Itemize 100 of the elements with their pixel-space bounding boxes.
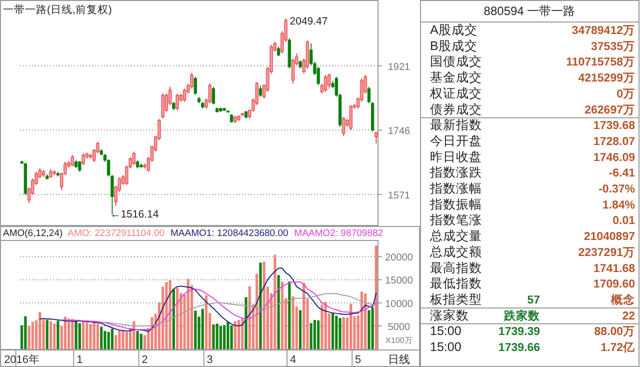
bar: [107, 332, 110, 349]
bar: [310, 323, 312, 349]
bar: [186, 278, 190, 349]
bar: [165, 282, 168, 349]
bar: [46, 320, 48, 349]
candlestick: [70, 154, 74, 167]
text: 262697万: [584, 104, 635, 116]
bar: [292, 296, 294, 349]
y-tick-label: 5000: [388, 322, 411, 333]
line-series: [61, 282, 377, 330]
category-label: 15:00: [430, 340, 462, 354]
bar: [89, 324, 92, 349]
bar: [364, 294, 367, 349]
bar: [338, 318, 342, 349]
category-label: 基金成交: [430, 70, 482, 85]
text: 1739.68: [593, 120, 635, 132]
bar: [360, 292, 364, 349]
annotation: ←1516.14: [110, 208, 159, 221]
category-label: 指数振幅: [429, 197, 482, 212]
bar: [226, 322, 230, 349]
text: MAAMO1: 12084423680.00: [170, 228, 288, 239]
bar: [31, 322, 34, 349]
bar: [371, 308, 374, 349]
bar: [172, 289, 175, 349]
bar: [38, 312, 42, 349]
text: 37535万: [591, 40, 635, 53]
bar: [110, 328, 114, 349]
bar: [234, 321, 236, 349]
bar: [320, 304, 324, 349]
category-label: 最新指数: [430, 118, 482, 132]
text: 2237291万: [578, 246, 635, 259]
bar: [64, 316, 67, 349]
y-tick-label: 1921: [388, 62, 411, 73]
bar: [49, 321, 52, 349]
text: 880594 一带一路: [484, 4, 576, 18]
bar: [68, 318, 70, 349]
bar: [302, 282, 306, 349]
bar: [244, 297, 248, 349]
bar: [280, 282, 284, 349]
bar: [96, 324, 100, 349]
text: 0万: [616, 88, 635, 100]
bar: [223, 324, 226, 349]
bar: [274, 254, 276, 349]
bar: [150, 317, 154, 349]
category-label: 15:00: [430, 324, 462, 338]
candlestick: [276, 46, 280, 56]
candlestick: [208, 83, 212, 104]
candlestick: [258, 84, 262, 98]
bar: [100, 326, 103, 349]
candlestick: [194, 76, 197, 96]
category-label: A股成交: [430, 22, 478, 37]
bar: [342, 317, 345, 349]
bar: [335, 316, 338, 349]
category-label: 最高指数: [430, 260, 482, 275]
text: 110715758万: [566, 56, 635, 69]
candlestick: [182, 88, 186, 102]
text: 1.84%: [602, 199, 635, 212]
text: 日线: [388, 353, 410, 366]
y-tick-label: 10000: [385, 298, 414, 310]
x-tick-label: 1: [76, 354, 83, 366]
bar: [82, 320, 85, 349]
candlestick: [349, 104, 352, 131]
text: AMO: 22372911104.00: [68, 228, 165, 239]
bar: [350, 304, 352, 349]
bar: [194, 310, 197, 349]
text: 1728.07: [593, 136, 635, 148]
category-label: 总成交量: [429, 228, 482, 244]
bar: [140, 334, 142, 349]
bar: [368, 310, 370, 349]
bar: [230, 325, 233, 349]
bar: [104, 330, 106, 349]
candlestick: [328, 73, 331, 90]
bar: [374, 246, 378, 349]
x-tick-label: 2016年: [4, 354, 40, 366]
text: 1.72亿: [600, 342, 635, 354]
x-tick-label: 2: [142, 354, 148, 366]
text: 34789412万: [572, 25, 635, 37]
bar: [317, 320, 320, 349]
candlestick: [316, 66, 320, 86]
candlestick: [324, 74, 328, 92]
bar: [122, 330, 124, 349]
bar: [331, 313, 334, 349]
candlestick: [82, 152, 85, 166]
text: 概念: [611, 294, 635, 306]
bar: [241, 318, 244, 349]
text: 1739.66: [498, 342, 540, 354]
bar: [277, 275, 280, 349]
text: 0.01: [612, 215, 635, 228]
text: MAAMO2: 98709882: [294, 228, 384, 239]
category-label: 债券成交: [430, 101, 482, 116]
bar: [168, 280, 172, 349]
candlestick: [190, 72, 194, 90]
line-series: [39, 268, 377, 332]
category-label: 今日开盘: [430, 134, 482, 148]
bar: [212, 324, 215, 349]
y-axis-title: X100万: [386, 336, 412, 345]
text: 1746.09: [593, 152, 635, 164]
y-tick-label: 20000: [385, 252, 414, 264]
category-label: 指数涨跌: [429, 166, 482, 180]
bar: [56, 320, 60, 349]
